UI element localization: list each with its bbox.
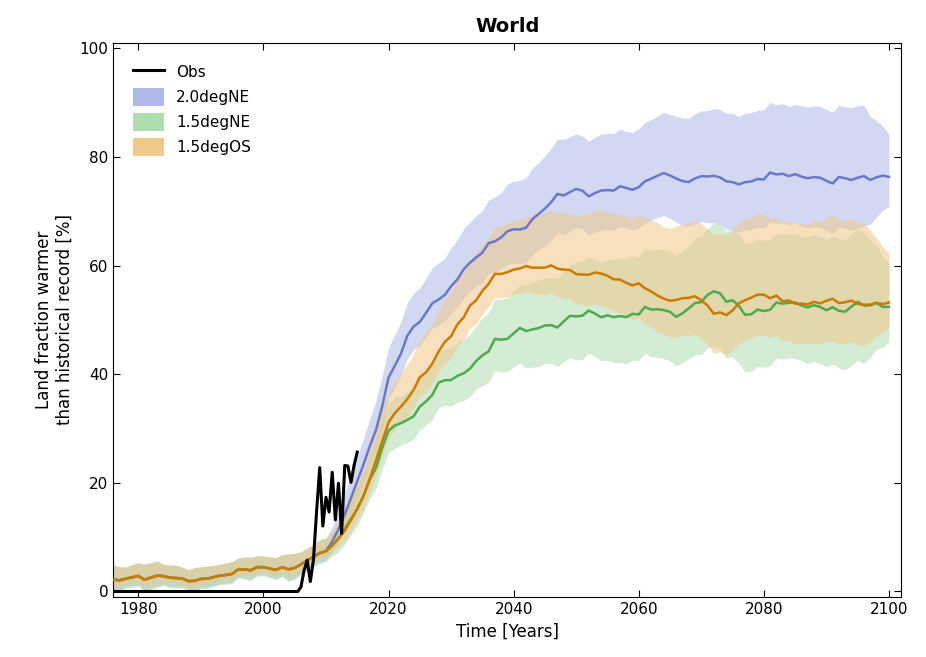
X-axis label: Time [Years]: Time [Years] xyxy=(456,622,559,641)
Legend: Obs, 2.0degNE, 1.5degNE, 1.5degOS: Obs, 2.0degNE, 1.5degNE, 1.5degOS xyxy=(121,51,263,168)
Title: World: World xyxy=(475,16,540,35)
Y-axis label: Land fraction warmer
than historical record [%]: Land fraction warmer than historical rec… xyxy=(35,214,74,425)
